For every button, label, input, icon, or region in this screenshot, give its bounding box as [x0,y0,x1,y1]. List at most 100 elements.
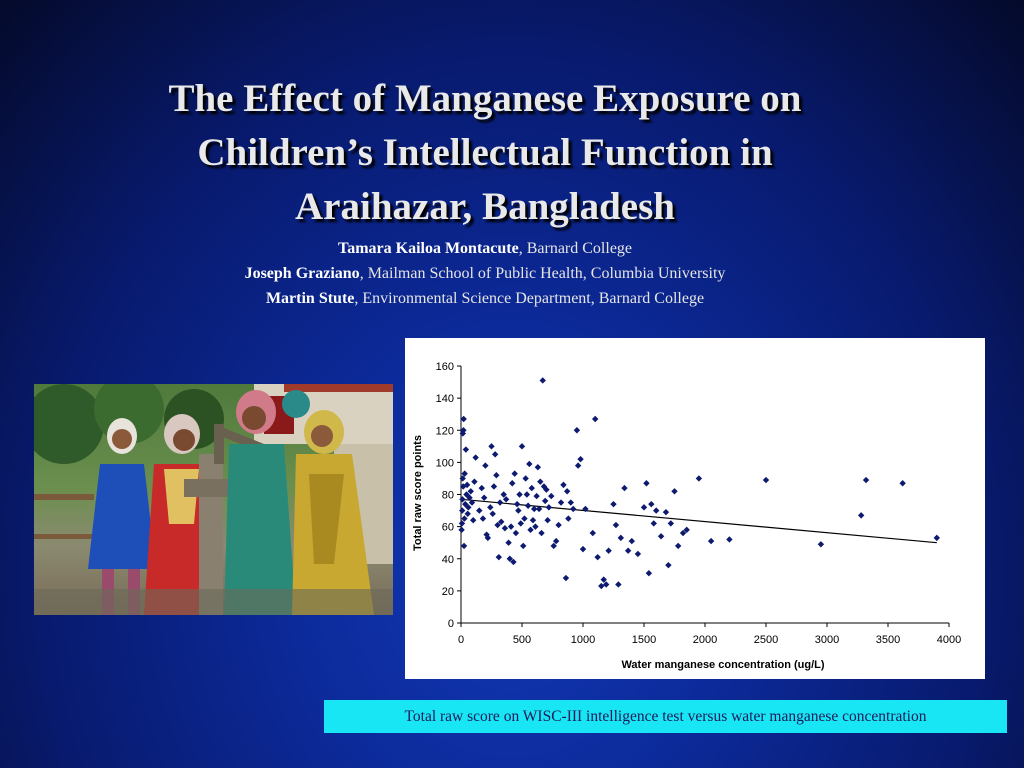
data-point [674,542,682,550]
y-tick-label: 160 [436,361,454,373]
y-tick-label: 60 [442,522,454,534]
data-point [516,491,523,498]
data-point [520,542,527,550]
data-point [480,494,488,501]
data-point [500,491,507,498]
y-tick-label: 80 [442,490,454,502]
data-point [615,581,622,588]
data-point [460,427,467,434]
author-affiliation: , Barnard College [518,240,633,257]
data-point [478,484,485,492]
data-point [657,533,665,540]
data-point [479,515,487,522]
data-point [662,508,670,516]
y-tick-label: 0 [448,618,454,630]
data-point [645,570,653,577]
data-point [490,483,498,490]
data-point [513,500,521,508]
x-tick-label: 0 [458,634,464,646]
data-point [465,504,472,511]
author-name: Martin Stute [265,290,355,307]
author-list: Tamara Kailoa Montacute, Barnard College… [60,236,910,311]
trend-line [460,498,937,544]
y-tick-label: 40 [442,554,454,566]
data-point [526,460,533,468]
data-point [493,472,500,479]
x-tick-label: 3000 [815,634,839,646]
data-point [539,377,546,384]
data-point [512,529,520,537]
x-tick-label: 1000 [571,634,595,646]
data-point [463,481,471,489]
data-point [707,537,715,545]
data-point [579,545,587,553]
data-point [624,547,632,554]
plot-area: 0 20 40 60 80 100 120 140 160 0 500 1000 1500 2000 250… [436,361,962,646]
data-point [459,475,466,482]
x-tick-label: 2000 [693,634,717,646]
data-point [468,499,476,506]
data-point [628,537,635,545]
data-point [857,512,865,519]
data-point [501,525,509,532]
author-line: Martin Stute, Environmental Science Depa… [60,286,910,311]
data-point [570,505,577,513]
data-point [533,492,540,500]
scatter-plot-svg: 0 20 40 60 80 100 120 140 160 0 500 1000 1500 2000 250… [412,361,962,671]
data-point [817,541,825,548]
data-point [567,499,574,506]
y-axis-label: Total raw score points [412,435,424,551]
data-point [610,500,617,508]
data-point [459,507,466,514]
data-point [522,475,529,482]
title-line-1: The Effect of Manganese Exposure on [168,77,802,120]
data-point [470,517,477,524]
scatter-chart: 0 20 40 60 80 100 120 140 160 0 500 1000 1500 2000 250… [405,338,985,679]
data-point [482,462,489,469]
y-tick-label: 120 [436,425,454,437]
data-point [598,582,605,590]
data-point [527,526,534,534]
data-point [464,510,471,517]
data-point [483,531,490,538]
data-point [518,443,526,450]
data-point [471,478,478,485]
y-tick-label: 100 [436,457,454,469]
data-point [617,534,625,542]
author-line: Tamara Kailoa Montacute, Barnard College [60,236,910,261]
x-tick-label: 500 [513,634,531,646]
data-point [577,455,584,463]
data-point [899,480,906,487]
data-point [640,504,648,511]
data-point [563,488,571,495]
data-point [517,520,524,527]
data-point [510,558,517,566]
data-point [573,427,581,434]
data-point [507,523,515,530]
data-point [506,555,513,562]
data-point [762,476,770,484]
data-point [489,510,496,517]
data-point [548,492,555,500]
data-point [600,576,607,583]
photo-illustration [34,384,393,615]
x-tick-label: 1500 [632,634,656,646]
data-point [541,497,549,505]
data-point [461,515,468,522]
data-point [612,521,620,529]
title-line-3: Araihazar, Bangladesh [295,185,675,228]
y-tick-label: 20 [442,586,454,598]
data-point [491,451,499,458]
data-point [515,507,522,514]
data-point [594,553,601,561]
data-point [650,520,657,527]
data-point [605,547,612,554]
y-tick-label: 140 [436,393,454,405]
data-point [458,526,465,534]
data-point [726,536,733,543]
children-at-tube-well-photo [34,384,393,615]
slide-title: The Effect of Manganese Exposure on Chil… [60,72,910,234]
data-point [528,484,535,492]
data-point [933,534,940,542]
data-point [648,500,655,508]
